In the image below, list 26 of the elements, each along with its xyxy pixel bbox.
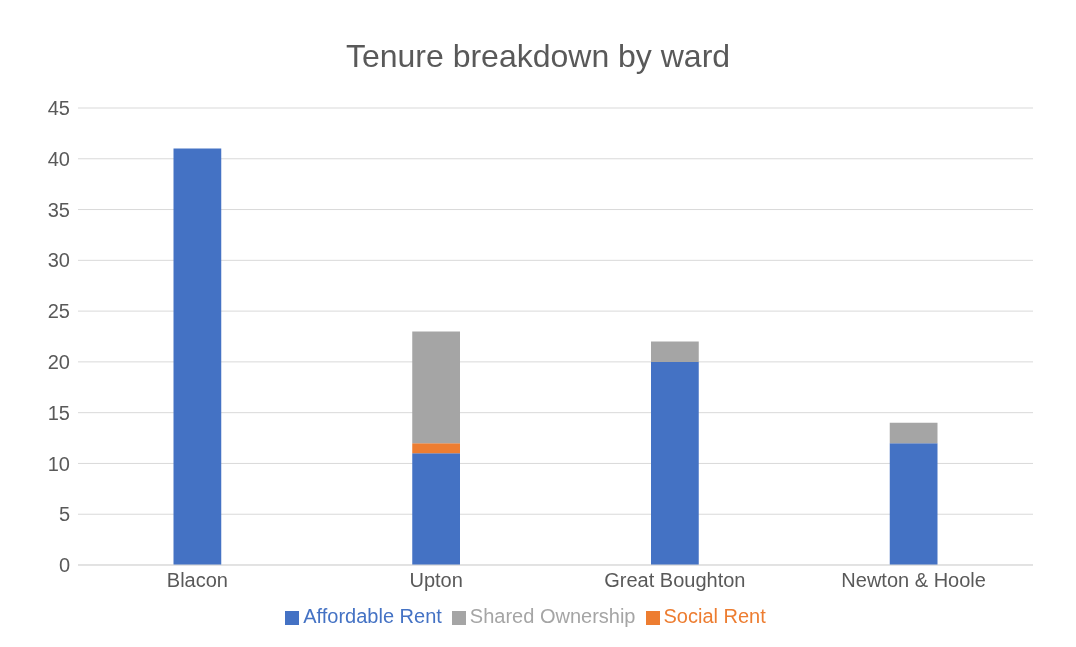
bar (651, 341, 699, 362)
y-tick-label: 20 (47, 350, 70, 373)
y-tick-label: 35 (47, 198, 70, 221)
y-tick-label: 5 (58, 503, 70, 526)
bar (651, 361, 699, 565)
y-tick-label: 0 (58, 554, 70, 577)
y-tick-label: 30 (47, 249, 70, 272)
bar (412, 453, 460, 565)
chart-title: Tenure breakdown by ward (344, 37, 732, 76)
x-tick-label: Upton (409, 569, 463, 592)
legend-label: Shared Ownership (469, 605, 636, 627)
x-tick-label: Newton & Hoole (841, 569, 986, 592)
x-tick-label: Great Boughton (604, 569, 746, 592)
bar (412, 331, 460, 444)
y-tick-label: 45 (47, 97, 70, 120)
x-tick-label: Blacon (166, 569, 228, 592)
bar (889, 443, 938, 565)
bar (412, 443, 460, 454)
legend-label: Social Rent (663, 605, 766, 627)
bar (173, 148, 222, 565)
y-tick-label: 25 (47, 300, 70, 323)
bar (889, 422, 938, 444)
y-tick-label: 40 (47, 147, 70, 170)
legend-label: Affordable Rent (303, 605, 442, 627)
y-tick-label: 15 (47, 401, 70, 424)
y-tick-label: 10 (47, 452, 70, 475)
